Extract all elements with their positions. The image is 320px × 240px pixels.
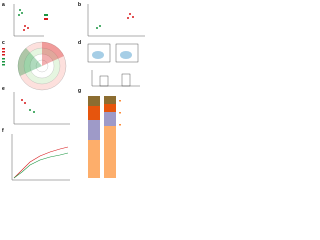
- stacked-bars: [88, 96, 121, 178]
- panel-label: a: [2, 2, 5, 8]
- panel-label: d: [78, 40, 81, 46]
- panel-label: g: [78, 88, 81, 94]
- panel-label: e: [2, 86, 5, 92]
- flow-panels: [87, 43, 140, 87]
- scatter-e: [13, 92, 70, 125]
- cladogram: [2, 41, 67, 91]
- figure: a b c d e f g: [2, 2, 145, 181]
- scatter-b: [87, 4, 145, 37]
- scatter-a: [13, 4, 48, 37]
- panel-label: c: [2, 40, 5, 46]
- panel-label: b: [78, 2, 81, 8]
- line-f: [11, 134, 70, 181]
- panel-label: f: [2, 128, 4, 134]
